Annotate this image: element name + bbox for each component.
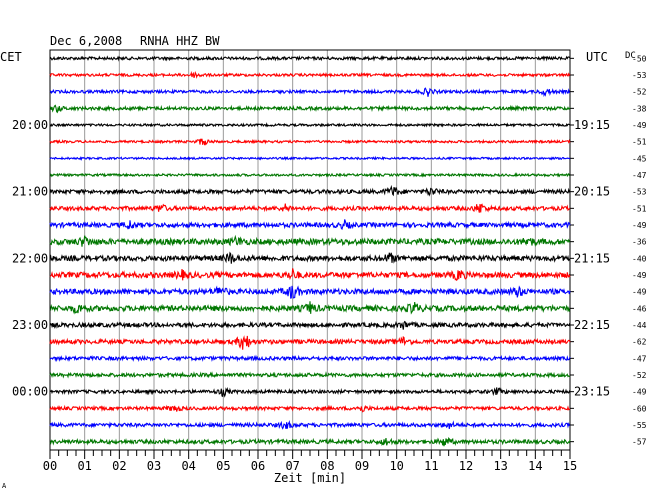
dc-offset-label: -49 — [632, 121, 647, 130]
x-tick-label: 01 — [77, 459, 91, 473]
x-tick-label: 10 — [389, 459, 403, 473]
dc-header-label: DC — [625, 51, 636, 61]
x-tick-label: 03 — [147, 459, 161, 473]
seismic-trace — [49, 419, 571, 430]
x-tick-label: 14 — [528, 459, 542, 473]
seismic-trace — [49, 54, 571, 62]
dc-offset-label: -49 — [632, 388, 647, 397]
x-tick-label: 00 — [43, 459, 57, 473]
left-hour-label: 22:00 — [12, 251, 48, 265]
left-timezone-label: CET — [0, 50, 22, 64]
seismic-trace — [49, 301, 571, 315]
dc-offset-label: -51 — [632, 138, 647, 147]
seismic-trace — [49, 219, 571, 231]
chart-station: RNHA HHZ BW — [140, 34, 220, 48]
dc-offset-label: -55 — [632, 421, 647, 430]
dc-offset-label: -49 — [632, 271, 647, 280]
seismic-trace — [49, 386, 571, 398]
x-tick-label: 08 — [320, 459, 334, 473]
dc-offset-label: -47 — [632, 354, 647, 363]
seismic-trace — [49, 320, 571, 330]
seismic-trace — [49, 70, 571, 79]
right-hour-label: 22:15 — [574, 318, 610, 332]
dc-offset-label: -53 — [632, 71, 647, 80]
x-tick-label: 12 — [459, 459, 473, 473]
seismic-trace — [49, 104, 571, 114]
right-hour-label: 20:15 — [574, 185, 610, 199]
corner-mark: A — [2, 482, 7, 490]
dc-offset-label: -60 — [632, 404, 647, 413]
dc-offset-label: -49 — [632, 221, 647, 230]
dc-offset-label: -57 — [632, 438, 647, 447]
seismic-trace — [49, 404, 571, 413]
seismic-trace — [49, 285, 571, 299]
seismic-trace — [49, 172, 571, 178]
right-hour-label: 23:15 — [574, 385, 610, 399]
seismic-trace — [49, 122, 571, 128]
dc-offset-label: -47 — [632, 171, 647, 180]
chart-date: Dec 6,2008 — [50, 34, 122, 48]
seismic-trace — [49, 371, 571, 379]
seismic-trace — [49, 87, 571, 98]
dc-offset-label: -45 — [632, 154, 647, 163]
seismic-trace — [49, 354, 571, 363]
dc-offset-label: -51 — [632, 204, 647, 213]
x-tick-label: 09 — [355, 459, 369, 473]
dc-offset-label: -53 — [632, 188, 647, 197]
dc-offset-label: -38 — [632, 104, 647, 113]
seismic-trace — [49, 155, 571, 161]
dc-offset-label: -46 — [632, 304, 647, 313]
dc-offset-label: -62 — [632, 338, 647, 347]
right-hour-label: 19:15 — [574, 118, 610, 132]
seismic-trace — [49, 234, 571, 248]
left-hour-label: 20:00 — [12, 118, 48, 132]
dc-offset-label: -52 — [632, 88, 647, 97]
x-tick-label: 06 — [251, 459, 265, 473]
seismic-trace — [49, 184, 571, 197]
trace-layer — [49, 54, 571, 447]
x-tick-label: 11 — [424, 459, 438, 473]
right-timezone-label: UTC — [586, 50, 608, 64]
x-tick-label: 07 — [285, 459, 299, 473]
seismic-trace — [49, 437, 571, 447]
dc-offset-label: -49 — [632, 288, 647, 297]
grid-layer — [49, 49, 574, 459]
right-hour-label: 21:15 — [574, 251, 610, 265]
dc-offset-label: -40 — [632, 254, 647, 263]
x-tick-label: 13 — [493, 459, 507, 473]
dc-offset-label: -50 — [632, 54, 647, 63]
x-axis-label: Zeit [min] — [274, 471, 346, 485]
x-tick-label: 02 — [112, 459, 126, 473]
seismic-trace — [49, 335, 571, 350]
dc-offset-label: -52 — [632, 371, 647, 380]
x-tick-label: 05 — [216, 459, 230, 473]
dc-offset-label: -36 — [632, 238, 647, 247]
seismic-trace — [49, 251, 571, 264]
left-hour-label: 23:00 — [12, 318, 48, 332]
left-hour-label: 00:00 — [12, 385, 48, 399]
dc-offset-label: -44 — [632, 321, 647, 330]
seismic-trace — [49, 138, 571, 146]
seismic-trace — [49, 268, 571, 282]
x-tick-label: 04 — [181, 459, 195, 473]
label-layer: 00 01 02 03 04 05 06 07 08 09 10 11 12 13 14 15 -50 -53 -5… — [12, 54, 647, 473]
left-hour-label: 21:00 — [12, 185, 48, 199]
seismic-trace — [49, 203, 571, 213]
x-tick-label: 15 — [563, 459, 577, 473]
